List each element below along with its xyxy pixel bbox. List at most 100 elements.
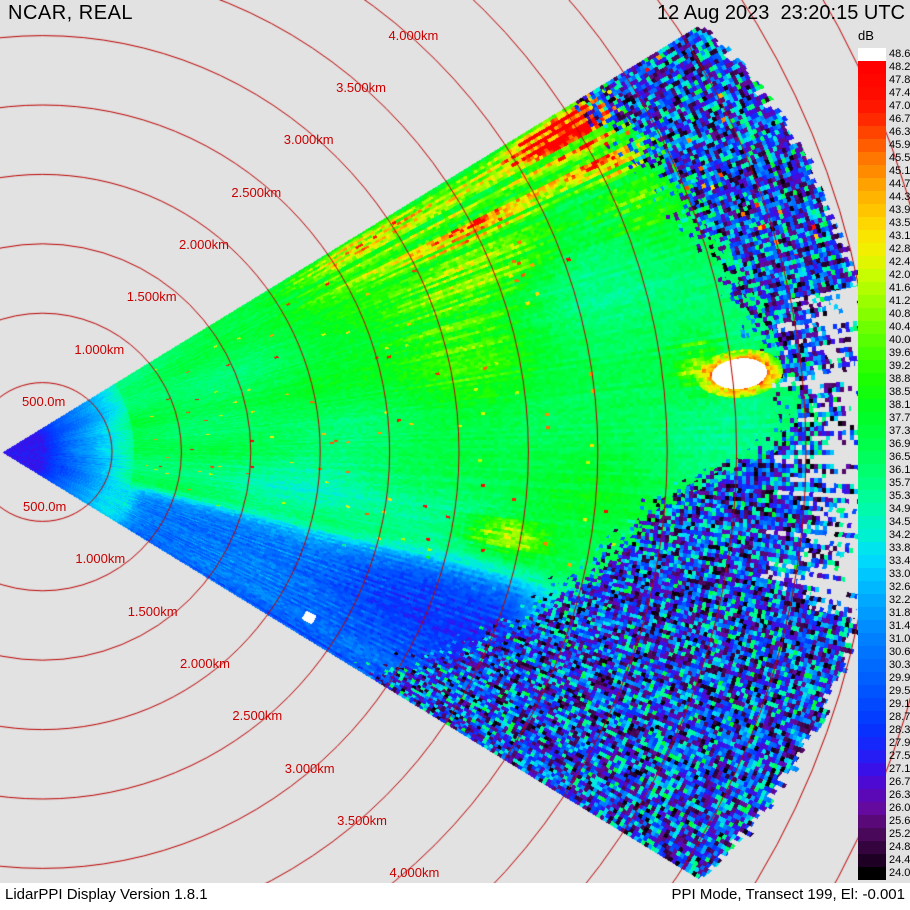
range-ring-label: 500.0m	[22, 394, 66, 409]
colorbar-swatch	[858, 841, 886, 854]
range-ring-label: 3.500km	[336, 79, 386, 95]
colorbar-swatch	[858, 685, 886, 698]
colorbar-swatch	[858, 204, 886, 217]
colorbar-tick-label: 24.8	[889, 841, 910, 853]
colorbar-tick-label: 41.2	[889, 295, 910, 307]
colorbar-tick-label: 25.2	[889, 828, 910, 840]
range-ring-label: 2.500km	[232, 708, 283, 724]
colorbar-tick-label: 39.6	[889, 347, 910, 359]
colorbar-swatch	[858, 516, 886, 529]
range-ring-label: 4.000km	[389, 865, 440, 881]
colorbar-tick-label: 35.7	[889, 477, 910, 489]
colorbar-tick-label: 34.5	[889, 516, 910, 528]
colorbar-swatch	[858, 425, 886, 438]
colorbar-swatch	[858, 360, 886, 373]
colorbar-tick-label: 39.2	[889, 360, 910, 372]
colorbar-swatch	[858, 529, 886, 542]
colorbar-swatch	[858, 386, 886, 399]
range-ring-label: 1.000km	[75, 551, 126, 567]
range-ring-label: 3.000km	[283, 132, 334, 148]
colorbar-swatch	[858, 750, 886, 763]
colorbar-swatch	[858, 308, 886, 321]
colorbar-swatch	[858, 399, 886, 412]
colorbar-tick-label: 27.9	[889, 737, 910, 749]
range-ring-label: 1.000km	[74, 341, 125, 357]
colorbar-swatch	[858, 347, 886, 360]
colorbar-swatch	[858, 711, 886, 724]
range-ring-label: 3.500km	[337, 813, 387, 829]
colorbar-swatch	[858, 828, 886, 841]
colorbar-tick-label: 40.4	[889, 321, 910, 333]
colorbar-swatch	[858, 165, 886, 178]
colorbar-swatch	[858, 217, 886, 230]
colorbar-swatch	[858, 776, 886, 789]
colorbar-tick-label: 26.0	[889, 802, 910, 814]
colorbar-swatch	[858, 191, 886, 204]
colorbar-tick-label: 26.3	[889, 789, 910, 801]
colorbar-swatch	[858, 646, 886, 659]
colorbar-swatch	[858, 789, 886, 802]
colorbar-swatch	[858, 269, 886, 282]
colorbar-tick-label: 24.4	[889, 854, 910, 866]
colorbar-tick-label: 42.0	[889, 269, 910, 281]
colorbar-swatch	[858, 113, 886, 126]
colorbar-tick-label: 34.2	[889, 529, 910, 541]
colorbar-tick-label: 45.9	[889, 139, 910, 151]
colorbar-swatch	[858, 659, 886, 672]
colorbar-tick-label: 25.6	[889, 815, 910, 827]
colorbar-tick-label: 33.8	[889, 542, 910, 554]
status-bar: LidarPPI Display Version 1.8.1 PPI Mode,…	[0, 883, 910, 910]
colorbar-tick-label: 47.8	[889, 74, 910, 86]
colorbar-swatch	[858, 737, 886, 750]
colorbar-tick-label: 43.1	[889, 230, 910, 242]
colorbar-swatch	[858, 48, 886, 61]
colorbar-swatch	[858, 126, 886, 139]
colorbar-swatch	[858, 503, 886, 516]
range-ring-label: 3.000km	[284, 760, 335, 776]
colorbar-tick-label: 37.3	[889, 425, 910, 437]
colorbar-tick-label: 42.8	[889, 243, 910, 255]
range-ring-label: 1.500km	[126, 289, 177, 305]
colorbar-tick-label: 40.0	[889, 334, 910, 346]
colorbar-tick-label: 47.0	[889, 100, 910, 112]
colorbar-tick-label: 31.0	[889, 633, 910, 645]
colorbar-tick-label: 33.4	[889, 555, 910, 567]
colorbar-tick-label: 26.7	[889, 776, 910, 788]
colorbar-tick-label: 29.9	[889, 672, 910, 684]
colorbar-tick-label: 48.6	[889, 48, 910, 60]
colorbar-tick-label: 27.1	[889, 763, 910, 775]
colorbar-swatch	[858, 243, 886, 256]
range-ring-label: 2.500km	[231, 184, 282, 200]
colorbar-swatch	[858, 412, 886, 425]
colorbar-swatch	[858, 802, 886, 815]
colorbar-swatch	[858, 295, 886, 308]
colorbar-swatch	[858, 438, 886, 451]
colorbar-swatch	[858, 321, 886, 334]
colorbar-tick-label: 46.7	[889, 113, 910, 125]
mode-label: PPI Mode, Transect 199, El: -0.001	[671, 886, 905, 903]
colorbar-swatch	[858, 581, 886, 594]
colorbar-tick-label: 34.9	[889, 503, 910, 515]
colorbar-tick-label: 37.7	[889, 412, 910, 424]
version-label: LidarPPI Display Version 1.8.1	[5, 886, 208, 903]
colorbar-tick-label: 36.5	[889, 451, 910, 463]
colorbar-tick-label: 28.7	[889, 711, 910, 723]
colorbar-tick-label: 43.9	[889, 204, 910, 216]
colorbar-swatch	[858, 256, 886, 269]
colorbar-tick-label: 32.6	[889, 581, 910, 593]
colorbar-tick-label: 36.9	[889, 438, 910, 450]
colorbar-tick-label: 38.1	[889, 399, 910, 411]
colorbar-swatch	[858, 607, 886, 620]
colorbar-swatch	[858, 542, 886, 555]
colorbar-swatch	[858, 373, 886, 386]
colorbar-tick-label: 32.2	[889, 594, 910, 606]
colorbar-swatch	[858, 477, 886, 490]
colorbar-swatch	[858, 763, 886, 776]
colorbar-tick-label: 24.0	[889, 867, 910, 879]
colorbar-swatch	[858, 152, 886, 165]
colorbar-tick-label: 29.1	[889, 698, 910, 710]
colorbar-tick-label: 29.5	[889, 685, 910, 697]
colorbar-tick-label: 30.3	[889, 659, 910, 671]
